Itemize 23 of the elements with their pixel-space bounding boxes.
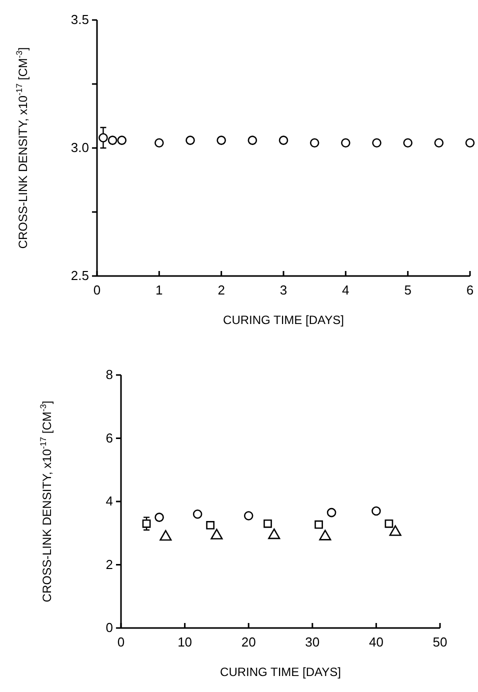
y-tick-label: 2.5 — [70, 268, 89, 284]
x-tick-label: 0 — [117, 634, 125, 650]
x-tick-label: 1 — [156, 282, 163, 298]
x-tick-label: 40 — [368, 634, 384, 650]
x-tick-label: 2 — [218, 282, 225, 298]
x-axis-title: CURING TIME [DAYS] — [223, 313, 344, 327]
x-tick-label: 50 — [432, 634, 448, 650]
x-tick-label: 0 — [93, 282, 101, 298]
x-tick-label: 5 — [404, 282, 412, 298]
x-tick-label: 3 — [280, 282, 288, 298]
x-tick-label: 10 — [178, 634, 192, 650]
x-axis-title: CURING TIME [DAYS] — [220, 665, 341, 679]
y-tick-label: 3.0 — [70, 140, 89, 156]
y-tick-label: 0 — [106, 620, 113, 636]
y-tick-label: 8 — [106, 367, 113, 382]
x-tick-label: 30 — [305, 634, 320, 650]
x-tick-label: 4 — [342, 282, 350, 298]
x-tick-label: 6 — [466, 282, 474, 298]
y-tick-label: 3.5 — [70, 12, 89, 28]
y-tick-label: 4 — [106, 494, 113, 509]
y-tick-label: 2 — [106, 556, 113, 572]
x-tick-label: 20 — [241, 634, 256, 650]
y-tick-label: 6 — [106, 430, 113, 446]
